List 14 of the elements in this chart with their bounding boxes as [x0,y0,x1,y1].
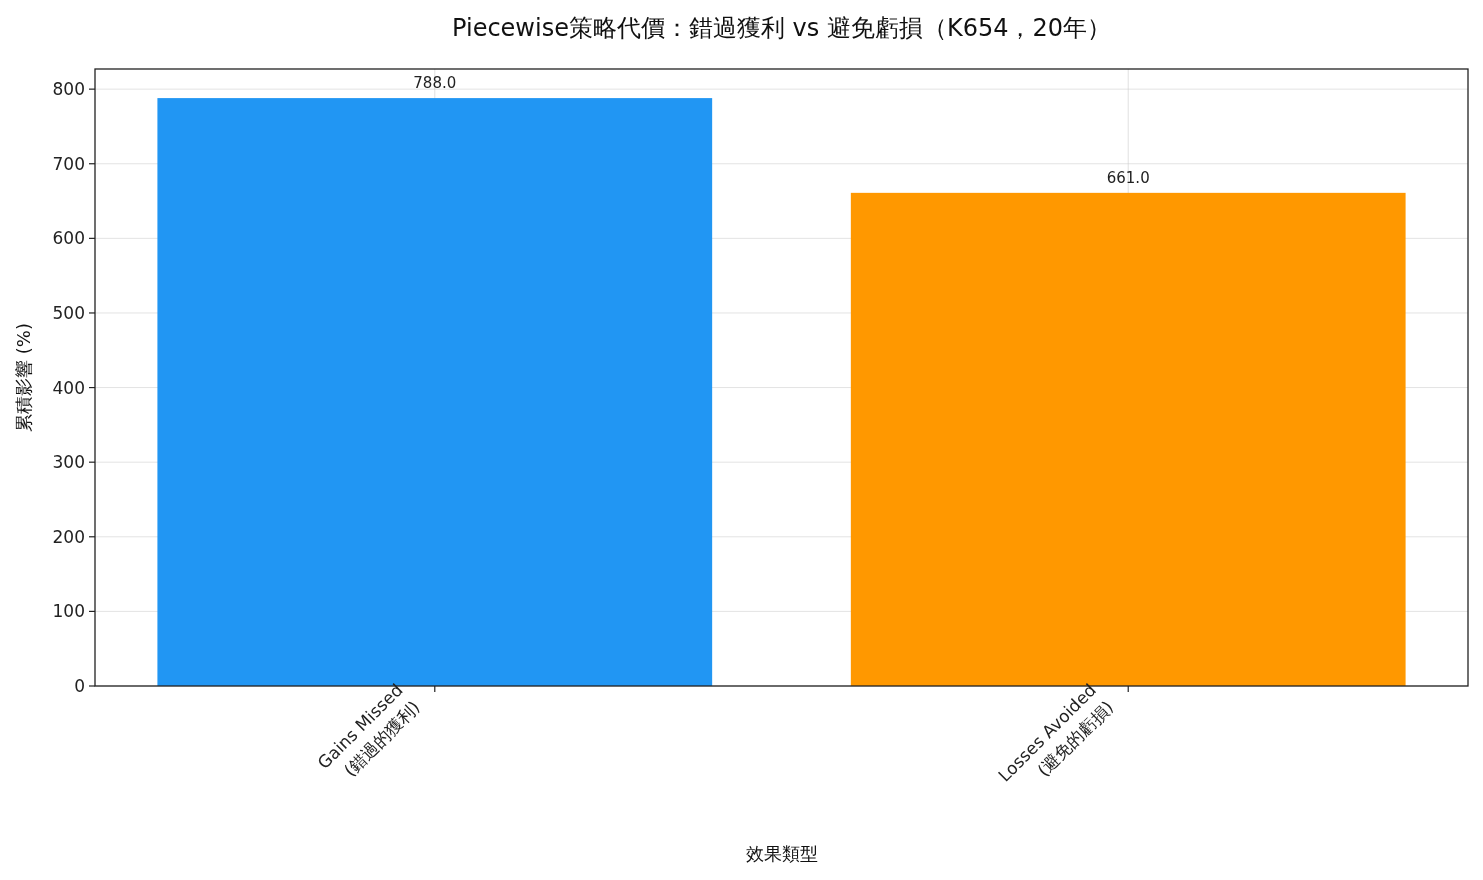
x-axis-title: 效果類型 [745,843,818,864]
y-tick-label: 500 [52,302,85,323]
y-tick-label: 300 [52,452,85,473]
y-tick-label: 0 [74,676,85,696]
y-tick-label: 800 [52,79,85,100]
y-tick-label: 600 [52,228,85,249]
y-tick-label: 400 [52,377,85,398]
y-tick-label: 100 [52,601,85,622]
y-axis-title: 累積影響 (%) [13,323,34,432]
y-tick-label: 700 [52,153,85,174]
chart-title: Piecewise策略代價：錯過獲利 vs 避免虧損（K654，20年） [452,14,1111,42]
y-tick-label: 200 [52,526,85,547]
data-label: 661.0 [1106,168,1150,187]
data-label: 788.0 [413,74,457,93]
